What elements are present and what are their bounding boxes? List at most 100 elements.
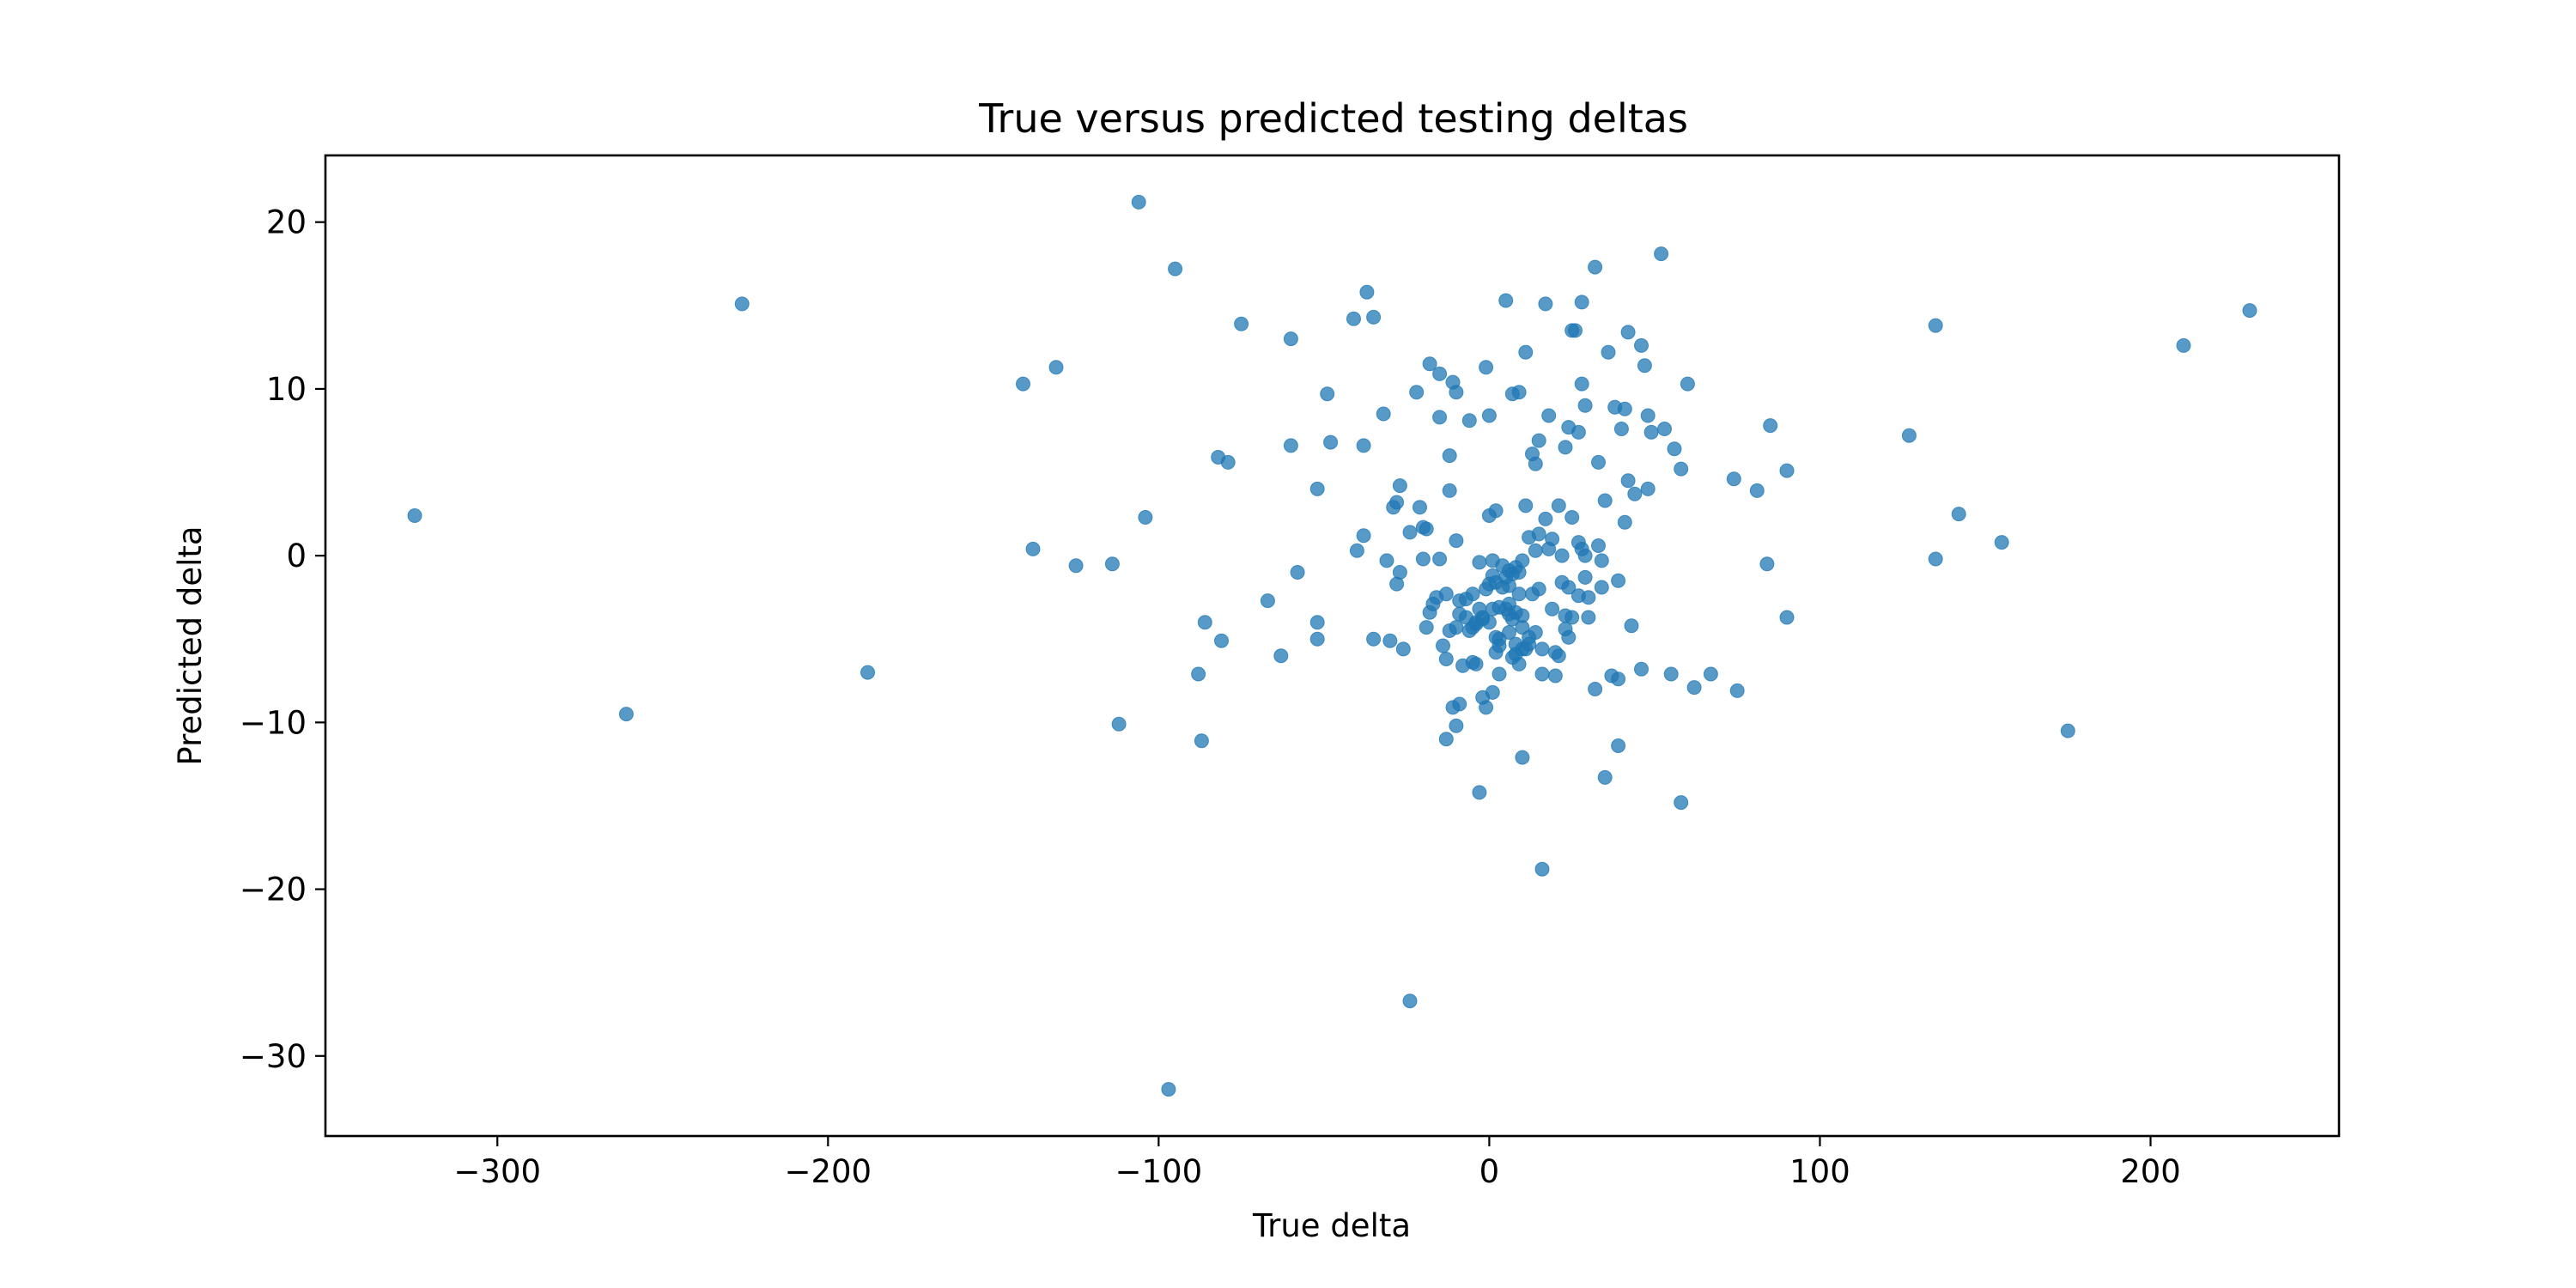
data-point bbox=[1779, 610, 1795, 625]
data-point bbox=[1686, 680, 1702, 696]
data-point bbox=[1234, 316, 1249, 331]
data-point bbox=[1273, 648, 1289, 664]
data-point bbox=[1680, 376, 1695, 392]
data-point bbox=[1104, 556, 1120, 572]
data-point bbox=[1674, 461, 1689, 477]
y-tick-label: −10 bbox=[240, 704, 307, 741]
data-point bbox=[1485, 684, 1500, 700]
data-point bbox=[1703, 666, 1718, 682]
data-point bbox=[1581, 590, 1596, 605]
data-point bbox=[1048, 360, 1064, 375]
data-point bbox=[1594, 580, 1609, 595]
data-point bbox=[1309, 631, 1325, 647]
data-point bbox=[1356, 438, 1371, 453]
data-point bbox=[1538, 296, 1553, 312]
data-point bbox=[1138, 510, 1153, 525]
data-point bbox=[1488, 503, 1504, 519]
data-point bbox=[1111, 716, 1127, 732]
x-tick-label: −300 bbox=[453, 1153, 541, 1190]
data-point bbox=[734, 296, 750, 312]
data-point bbox=[1531, 433, 1546, 448]
y-tick-label: −30 bbox=[240, 1038, 307, 1075]
data-point bbox=[1442, 448, 1457, 464]
data-point bbox=[1194, 733, 1209, 749]
data-point bbox=[1531, 526, 1546, 542]
data-point bbox=[1511, 586, 1527, 602]
x-tick-label: 100 bbox=[1789, 1153, 1850, 1190]
data-point bbox=[1571, 424, 1586, 440]
data-point bbox=[1637, 358, 1652, 374]
data-point bbox=[1611, 671, 1626, 687]
data-point bbox=[1554, 548, 1570, 563]
data-point bbox=[1613, 422, 1629, 436]
y-tick-label: 0 bbox=[286, 538, 307, 574]
data-point bbox=[1928, 551, 1943, 567]
data-point bbox=[1025, 541, 1041, 556]
data-point bbox=[1376, 406, 1391, 422]
x-tick-label: −100 bbox=[1115, 1153, 1203, 1190]
plot-frame bbox=[324, 154, 2341, 1138]
data-point bbox=[1413, 500, 1427, 515]
data-point bbox=[860, 665, 875, 680]
data-point bbox=[1667, 441, 1682, 457]
data-point bbox=[1449, 533, 1464, 549]
data-point bbox=[1763, 418, 1778, 434]
data-point bbox=[1597, 769, 1613, 785]
data-point bbox=[1468, 656, 1484, 671]
data-point bbox=[1534, 641, 1550, 657]
data-point bbox=[1515, 750, 1530, 765]
data-point bbox=[1382, 633, 1398, 648]
data-point bbox=[1323, 434, 1339, 450]
data-point bbox=[1392, 565, 1407, 580]
data-point bbox=[1346, 311, 1361, 326]
data-point bbox=[2176, 337, 2191, 353]
data-point bbox=[1577, 548, 1593, 563]
data-point bbox=[1436, 638, 1450, 653]
data-point bbox=[1472, 785, 1487, 800]
x-axis-label: True delta bbox=[1252, 1207, 1411, 1244]
data-point bbox=[1928, 318, 1943, 333]
data-point bbox=[618, 707, 634, 722]
data-point bbox=[1197, 615, 1212, 630]
data-point bbox=[1283, 438, 1298, 453]
data-point bbox=[2242, 303, 2257, 319]
data-point bbox=[1419, 620, 1434, 635]
data-point bbox=[1534, 861, 1550, 877]
data-point bbox=[1591, 538, 1606, 553]
data-point bbox=[1465, 586, 1480, 602]
x-axis-ticks: −300 −200 −100 0 100 200 bbox=[453, 1136, 2181, 1190]
data-point bbox=[1161, 1082, 1176, 1097]
data-point bbox=[1452, 696, 1467, 712]
data-point bbox=[1640, 481, 1656, 496]
data-point bbox=[1634, 337, 1649, 353]
data-point bbox=[1574, 295, 1589, 310]
data-point bbox=[1574, 376, 1589, 392]
data-point bbox=[1588, 682, 1603, 696]
data-point bbox=[1492, 666, 1507, 682]
data-point bbox=[1432, 551, 1448, 567]
data-point bbox=[1561, 629, 1577, 645]
data-point bbox=[1547, 668, 1563, 683]
data-point bbox=[1309, 481, 1325, 496]
data-point bbox=[1749, 483, 1765, 498]
data-point bbox=[1409, 385, 1425, 400]
data-point bbox=[1290, 565, 1305, 580]
data-point bbox=[1016, 376, 1030, 392]
data-point bbox=[1627, 486, 1643, 501]
data-point bbox=[1309, 615, 1325, 630]
data-point bbox=[1617, 514, 1632, 530]
y-axis-label: Predicted delta bbox=[172, 526, 209, 765]
data-point bbox=[1131, 194, 1146, 210]
data-point bbox=[1438, 586, 1454, 602]
data-point bbox=[1438, 652, 1454, 666]
data-point bbox=[1449, 718, 1464, 733]
data-point bbox=[1479, 360, 1494, 375]
data-point bbox=[1438, 732, 1454, 747]
data-point bbox=[1392, 478, 1407, 494]
data-point bbox=[1442, 483, 1457, 498]
data-point bbox=[1502, 625, 1516, 640]
data-point bbox=[1515, 620, 1530, 635]
data-point bbox=[1422, 356, 1437, 372]
data-point bbox=[1191, 666, 1206, 682]
